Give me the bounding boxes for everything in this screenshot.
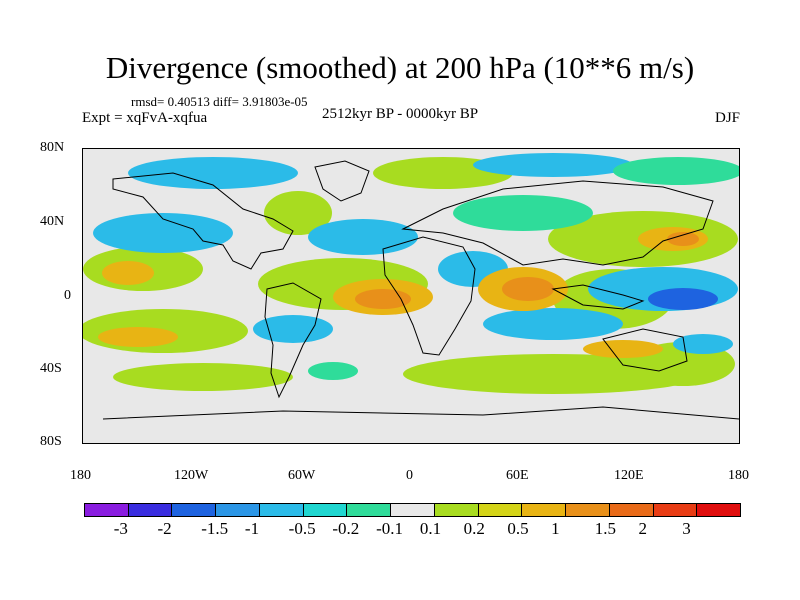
colorbar-label: -0.1 [376,519,404,538]
colorbar-label: 0.2 [463,519,485,538]
divergence-map [83,149,739,443]
colorbar-label: 1.5 [594,519,617,538]
colorbar-cell [477,503,523,517]
colorbar-cell [608,503,654,517]
colorbar-label: -1.5 [201,519,229,538]
colorbar-cell [84,503,129,517]
lat-label-eq: 0 [64,288,71,303]
map-panel [82,148,740,444]
colorbar-label: 2 [638,519,648,538]
colorbar-cell [215,503,260,517]
colorbar-cell [171,503,217,517]
colorbar-cell [302,503,348,517]
lat-label-40s: 40S [40,361,62,376]
colorbar-label: -0.2 [332,519,360,538]
colorbar-cell [346,503,392,517]
period-label: 2512kyr BP - 0000kyr BP [322,106,479,122]
colorbar-cell [390,503,435,517]
lon-label-60w: 60W [288,468,316,483]
colorbar-label: 3 [682,519,691,538]
colorbar-cell [652,503,698,517]
lon-label-0: 0 [406,468,413,483]
colorbar [84,503,741,517]
colorbar-label: 1 [551,519,560,538]
colorbar-label: -2 [157,519,172,538]
lat-label-40n: 40N [40,214,65,229]
stats-text: rmsd= 0.40513 diff= 3.91803e-05 [131,94,308,109]
lon-label-120w: 120W [174,468,209,483]
lon-label-60e: 60E [506,468,529,483]
colorbar-label: -1 [244,519,260,538]
colorbar-label: -0.5 [288,519,316,538]
colorbar-label: 0.1 [419,519,442,538]
plot-title: Divergence (smoothed) at 200 hPa (10**6 … [105,50,695,85]
experiment-label: Expt = xqFvA-xqfua [82,110,208,126]
colorbar-label: -3 [113,519,128,538]
lon-label-180w: 180 [70,468,91,483]
colorbar-label: 0.5 [507,519,529,538]
colorbar-cell [696,503,741,517]
colorbar-cell [127,503,173,517]
lon-label-180e: 180 [728,468,749,483]
colorbar-cell [258,503,304,517]
lat-label-80s: 80S [40,434,62,449]
colorbar-cell [565,503,610,517]
lat-label-80n: 80N [40,140,65,155]
lon-label-120e: 120E [614,468,644,483]
colorbar-cell [521,503,567,517]
colorbar-cell [433,503,479,517]
season-label: DJF [714,110,740,126]
